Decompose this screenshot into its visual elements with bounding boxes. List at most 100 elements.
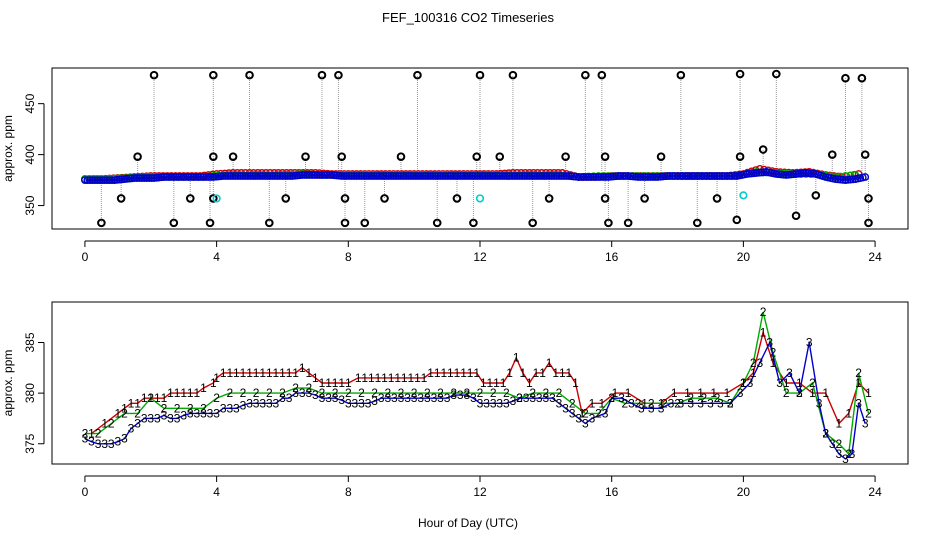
blue-point: [387, 172, 396, 180]
series-1-label: 1: [319, 376, 326, 390]
blue-point: [750, 169, 758, 178]
black-point: [600, 152, 610, 161]
black-point: [380, 194, 389, 203]
blue-point: [384, 172, 393, 180]
blue-point: [439, 172, 447, 180]
blue-point: [579, 173, 588, 181]
y-tick-label: 380: [23, 383, 37, 403]
series-1-label: 1: [447, 366, 454, 380]
series-1-label: 1: [401, 371, 408, 385]
black-point: [340, 218, 350, 228]
black-point: [544, 194, 554, 203]
blue-point: [730, 172, 739, 180]
series-3-label: 3: [220, 401, 227, 415]
blue-point: [271, 172, 279, 180]
black-point: [712, 194, 722, 203]
blue-point: [453, 172, 462, 180]
blue-point: [848, 175, 857, 184]
blue-point: [416, 172, 425, 180]
blue-point: [545, 172, 554, 180]
series-3-label: 3: [687, 396, 694, 410]
series-1-label: 1: [332, 376, 339, 390]
blue-point: [505, 172, 514, 180]
series-1-label: 1: [506, 366, 513, 380]
blue-point: [503, 172, 512, 180]
series-3-label: 3: [200, 406, 207, 420]
black-point: [133, 152, 142, 161]
x-tick-label: 4: [213, 250, 220, 264]
series-3-label: 3: [766, 336, 773, 350]
black-point: [656, 152, 666, 161]
blue-point: [463, 172, 472, 180]
series-1-label: 1: [427, 366, 434, 380]
series-1-label: 1: [134, 396, 141, 410]
blue-point: [278, 172, 287, 180]
series-3-label: 3: [292, 386, 299, 400]
series-1-label: 1: [460, 366, 467, 380]
series-1-label: 1: [724, 386, 731, 400]
series-2-label: 2: [783, 386, 790, 400]
blue-point: [441, 172, 450, 180]
blue-point: [668, 172, 677, 180]
blue-point: [362, 172, 371, 180]
blue-point: [718, 172, 726, 180]
x-tick-label: 24: [868, 250, 882, 264]
blue-point: [676, 172, 684, 180]
blue-point: [414, 172, 423, 180]
blue-point: [483, 172, 492, 180]
blue-point: [409, 172, 418, 180]
series-1-label: 1: [220, 366, 227, 380]
blue-point: [335, 171, 344, 180]
series-3-label: 3: [496, 396, 503, 410]
series-3-label: 3: [147, 411, 154, 425]
series-1-label: 1: [187, 386, 194, 400]
series-2-label: 2: [796, 386, 803, 400]
blue-point: [243, 172, 252, 180]
blue-point: [431, 172, 440, 180]
blue-point: [695, 172, 704, 180]
black-point: [860, 150, 870, 159]
blue-point: [320, 171, 329, 179]
series-3-label: 3: [226, 401, 233, 415]
blue-point: [345, 172, 354, 180]
blue-point: [520, 172, 529, 180]
series-3-label: 3: [470, 391, 477, 405]
series-1-label: 1: [845, 406, 852, 420]
blue-point: [683, 172, 692, 180]
top-axes: 0 4 8 12 16 20 24 350 400 450: [23, 93, 882, 264]
x-tick-label: 20: [737, 485, 751, 499]
blue-point: [231, 172, 240, 180]
black-point: [841, 73, 850, 83]
series-1-label: 1: [526, 376, 533, 390]
series-3-label: 3: [842, 452, 849, 466]
blue-point: [140, 174, 149, 182]
blue-point: [364, 172, 373, 180]
series-1-label: 1: [796, 376, 803, 390]
series-1-label: 1: [325, 376, 332, 390]
series-1-label: 1: [612, 386, 619, 400]
series-2-label: 2: [134, 406, 141, 420]
blue-point: [263, 172, 272, 180]
series-2-label: 2: [845, 447, 852, 461]
series-1-label: 1: [566, 366, 573, 380]
blue-point: [641, 173, 650, 181]
series-1-label: 1: [141, 391, 148, 405]
series-1-label: 1: [836, 417, 843, 431]
series-1-label: 1: [161, 391, 168, 405]
blue-point: [587, 173, 596, 181]
blue-point: [513, 172, 521, 180]
blue-point: [256, 172, 265, 180]
blue-point: [268, 172, 277, 180]
bottom-y-axis-label: approx. ppm: [1, 350, 15, 417]
series-1-label: 1: [809, 386, 816, 400]
blue-point: [555, 172, 563, 180]
blue-point: [488, 172, 497, 180]
series-1-label: 1: [589, 396, 596, 410]
blue-point: [85, 176, 94, 184]
series-3-label: 3: [796, 386, 803, 400]
series-1-label: 1: [658, 396, 665, 410]
blue-point: [100, 176, 109, 184]
series-1-label: 1: [572, 376, 579, 390]
blue-point: [169, 173, 178, 181]
